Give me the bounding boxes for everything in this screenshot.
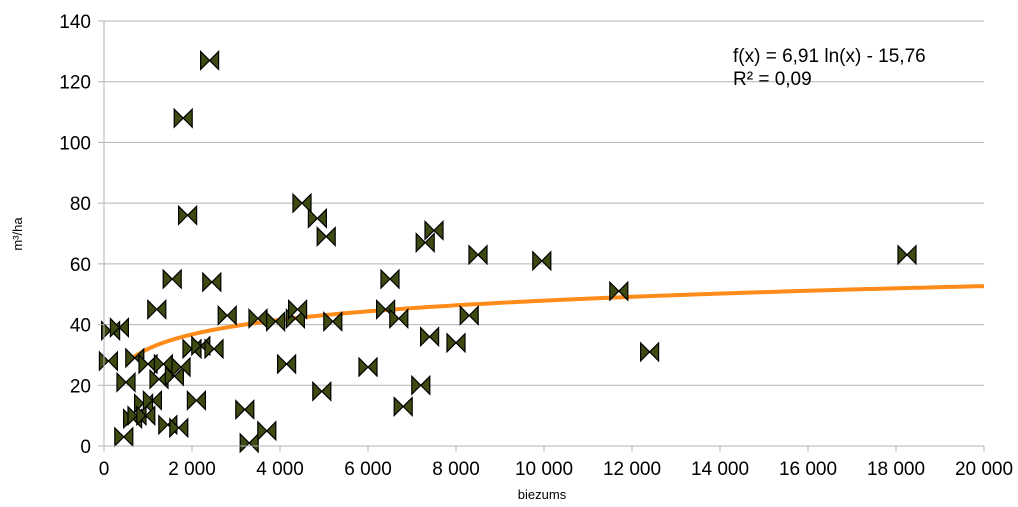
data-point: [200, 50, 220, 71]
x-tick-label: 12 000: [603, 459, 661, 480]
data-point: [136, 405, 156, 427]
data-point: [323, 311, 343, 332]
data-point: [147, 298, 167, 320]
data-point: [239, 432, 259, 454]
y-tick-label: 40: [70, 316, 91, 337]
y-tick-labels: 0 20 40 60 80 100 120 140: [59, 12, 91, 458]
data-point: [424, 220, 444, 241]
y-tick-label: 0: [80, 437, 91, 458]
axes: [98, 20, 985, 452]
x-tick-label: 6 000: [344, 459, 392, 480]
data-point: [217, 305, 237, 326]
x-tick-label: 20 000: [955, 459, 1013, 480]
x-tick-label: 2 000: [168, 459, 216, 480]
grid-lines: [104, 20, 984, 386]
data-point: [288, 298, 308, 320]
data-point: [897, 244, 917, 266]
y-tick-label: 60: [70, 255, 91, 276]
x-tick-label: 8 000: [432, 459, 480, 480]
data-point: [609, 280, 629, 302]
y-tick-label: 100: [59, 133, 91, 154]
data-point: [411, 374, 431, 396]
data-points: [98, 50, 917, 454]
data-point: [446, 332, 466, 354]
data-point: [164, 365, 184, 387]
x-tick-label: 18 000: [867, 459, 925, 480]
data-point: [277, 353, 297, 375]
data-point: [639, 341, 660, 363]
trend-equation: f(x) = 6,91 ln(x) - 15,76: [733, 46, 926, 67]
data-point: [316, 226, 336, 247]
data-point: [532, 250, 552, 272]
x-tick-label: 4 000: [256, 459, 304, 480]
data-point: [162, 268, 182, 290]
data-point: [153, 353, 173, 375]
data-point: [459, 305, 479, 326]
x-tick-label: 0: [99, 459, 110, 480]
y-tick-label: 120: [59, 73, 91, 94]
data-point: [468, 244, 488, 266]
data-point: [248, 308, 268, 329]
data-point: [169, 417, 189, 439]
data-point: [312, 380, 332, 402]
y-tick-label: 20: [70, 376, 91, 397]
data-point: [235, 399, 255, 421]
data-point: [142, 390, 162, 411]
trend-r2: R² = 0,09: [733, 69, 812, 90]
data-point: [186, 390, 206, 411]
y-axis-title: m³/ha: [10, 217, 25, 251]
data-point: [389, 308, 409, 329]
data-point: [380, 268, 400, 290]
data-point: [98, 350, 119, 372]
y-tick-label: 140: [59, 12, 91, 33]
data-point: [307, 207, 327, 229]
data-point: [358, 356, 378, 378]
y-tick-label: 80: [70, 194, 91, 215]
x-tick-label: 14 000: [691, 459, 749, 480]
data-point: [171, 356, 191, 378]
x-tick-label: 16 000: [779, 459, 837, 480]
data-point: [266, 311, 286, 332]
x-axis-title: biezums: [518, 487, 567, 502]
data-point: [109, 317, 129, 339]
data-point: [420, 326, 440, 348]
data-point: [393, 396, 413, 417]
data-point: [114, 426, 134, 448]
data-point: [292, 192, 312, 214]
x-tick-label: 10 000: [515, 459, 573, 480]
data-point: [178, 204, 198, 226]
data-point: [257, 420, 277, 442]
data-point: [204, 338, 224, 360]
data-point: [173, 107, 193, 129]
data-point: [415, 232, 435, 254]
data-point: [202, 271, 222, 293]
x-tick-labels: 0 2 000 4 000 6 000 8 000 10 000 12 000 14 000 1…: [99, 459, 1013, 480]
data-point: [116, 371, 136, 393]
